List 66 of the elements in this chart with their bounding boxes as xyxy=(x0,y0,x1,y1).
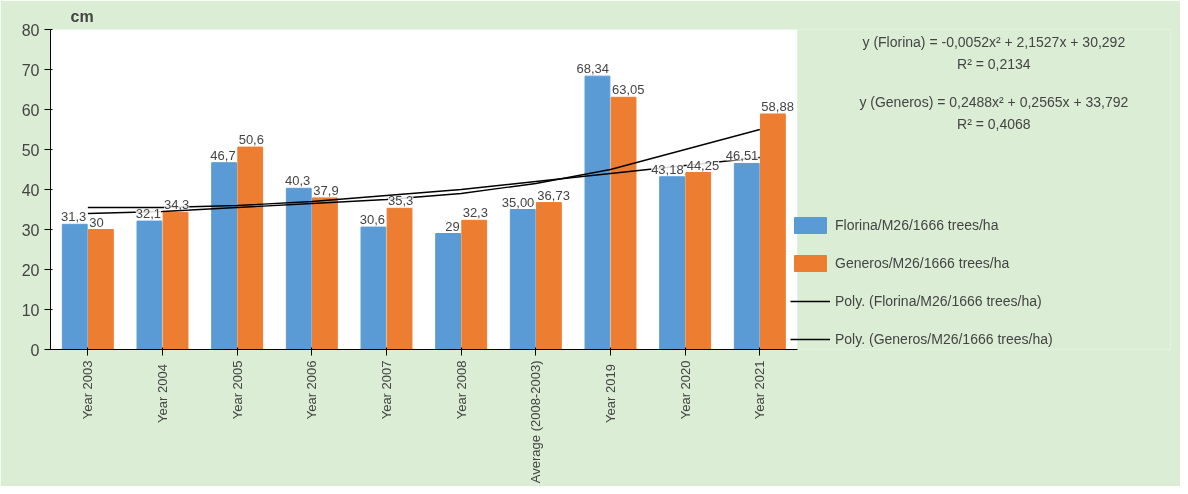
x-tick-label: Year 2008 xyxy=(453,360,469,420)
data-label: 32,3 xyxy=(462,205,488,221)
data-label: 32,1 xyxy=(135,206,162,222)
text: y (Florina) = -0,0052x² + 2,1527x + 30,292 xyxy=(862,33,1126,50)
y-tick-label: 60 xyxy=(21,101,40,119)
legend-label: Poly. (Florina/M26/1666 trees/ha) xyxy=(835,293,1042,309)
y-tick-label: 70 xyxy=(21,61,40,79)
data-label: 44,25 xyxy=(686,157,720,173)
bar xyxy=(386,207,413,350)
x-tick-label: Year 2003 xyxy=(80,360,96,420)
data-label: 29 xyxy=(445,218,460,234)
y-tick-label: 10 xyxy=(21,301,40,319)
data-label: 34,3 xyxy=(163,197,190,213)
data-label: 40,3 xyxy=(285,173,311,189)
text: R² = 0,4068 xyxy=(957,115,1031,132)
legend-label: Poly. (Generos/M26/1666 trees/ha) xyxy=(835,331,1053,347)
data-label: 35,00 xyxy=(501,194,535,210)
x-tick-label: Year 2021 xyxy=(752,360,768,420)
data-label: 68,34 xyxy=(576,61,610,77)
data-label: 35,3 xyxy=(387,193,414,209)
bar xyxy=(211,162,238,350)
legend-label: Generos/M26/1666 trees/ha xyxy=(835,255,1010,271)
bar xyxy=(659,176,686,350)
x-tick-label: Year 2019 xyxy=(603,364,618,423)
data-label: 30 xyxy=(89,214,104,230)
data-label: 46,51 xyxy=(725,148,759,164)
x-tick-label: Year 2004 xyxy=(155,364,170,423)
x-tick-label: Year 2007 xyxy=(379,360,394,420)
bar xyxy=(461,219,488,350)
bar xyxy=(87,229,114,350)
text: y (Generos) = 0,2488x² + 0,2565x + 33,792 xyxy=(859,93,1129,110)
text: R² = 0,2134 xyxy=(957,55,1031,72)
data-label: 31,3 xyxy=(61,209,87,225)
x-tick-label: Year 2020 xyxy=(677,360,693,420)
bar xyxy=(311,197,338,350)
legend-label: Florina/M26/1666 trees/ha xyxy=(835,217,999,233)
data-label: 36,73 xyxy=(537,187,570,203)
bar xyxy=(136,220,163,350)
bar xyxy=(285,187,312,350)
y-tick-label: 30 xyxy=(21,221,40,239)
data-label: 58,88 xyxy=(761,98,794,114)
bar xyxy=(360,226,387,350)
bar xyxy=(535,202,562,350)
data-label: 37,9 xyxy=(313,182,339,198)
x-tick-label: Year 2006 xyxy=(304,360,320,420)
y-axis-title: cm xyxy=(70,7,94,25)
data-label: 46,7 xyxy=(210,147,236,163)
y-tick-label: 80 xyxy=(21,21,40,39)
bar xyxy=(435,233,462,350)
bar xyxy=(610,96,637,350)
data-label: 43,18 xyxy=(651,161,684,177)
bar xyxy=(759,113,786,350)
bar xyxy=(509,209,536,350)
y-tick-label: 40 xyxy=(21,181,40,199)
data-label: 30,6 xyxy=(359,212,386,228)
bar xyxy=(61,223,88,350)
y-tick-label: 0 xyxy=(30,341,40,359)
x-tick-label: Average (2008-2003) xyxy=(528,360,544,484)
data-label: 63,05 xyxy=(611,82,645,98)
bar xyxy=(685,172,712,350)
bar xyxy=(237,146,264,350)
x-tick-label: Year 2005 xyxy=(229,360,245,420)
bar xyxy=(584,75,611,350)
data-label: 50,6 xyxy=(238,132,264,148)
y-tick-label: 20 xyxy=(21,261,40,279)
y-tick-label: 50 xyxy=(21,141,40,159)
